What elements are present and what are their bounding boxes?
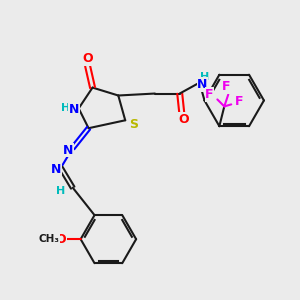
Text: H: H — [56, 186, 65, 196]
Text: O: O — [178, 113, 189, 126]
Text: S: S — [129, 118, 138, 131]
Text: F: F — [222, 80, 230, 93]
Text: H: H — [200, 72, 209, 82]
Text: F: F — [205, 88, 214, 101]
Text: N: N — [68, 103, 79, 116]
Text: O: O — [56, 233, 66, 246]
Text: O: O — [82, 52, 93, 65]
Text: CH₃: CH₃ — [38, 234, 59, 244]
Text: N: N — [197, 78, 208, 91]
Text: N: N — [63, 143, 73, 157]
Text: N: N — [51, 163, 61, 176]
Text: H: H — [61, 103, 70, 113]
Text: F: F — [235, 95, 243, 108]
